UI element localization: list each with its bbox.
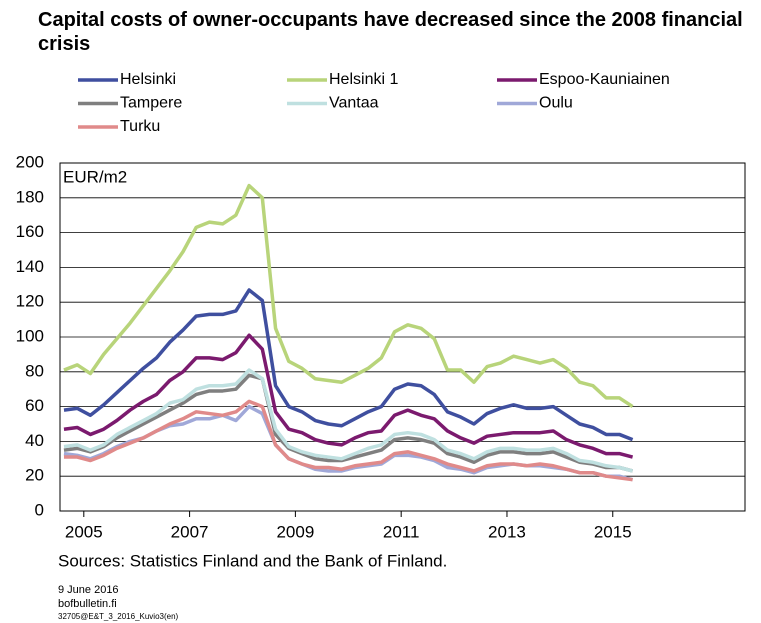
y-tick-label: 60 [25,396,44,415]
x-tick-label: 2013 [488,522,526,541]
y-tick-label: 120 [16,292,44,311]
y-tick-label: 0 [35,500,44,519]
x-tick-label: 2005 [65,522,103,541]
plot-frame [59,162,746,512]
series-line [63,368,634,473]
legend-label: Espoo-Kauniainen [539,71,670,88]
y-tick-label: 180 [16,187,44,206]
series-line [63,288,634,442]
x-tick-label: 2015 [594,522,632,541]
x-tick-label: 2009 [276,522,314,541]
x-tick-label: 2011 [383,522,420,541]
y-tick-label: 40 [25,431,44,450]
legend-label: Oulu [539,95,573,112]
y-tick-label: 160 [16,222,44,241]
y-tick-label: 100 [16,326,44,345]
y-tick-label: 200 [16,152,44,171]
series-line [63,399,633,482]
y-tick-label: 20 [25,466,44,485]
site: bofbulletin.fi [58,598,117,610]
date: 9 June 2016 [58,584,119,596]
legend-label: Vantaa [329,95,379,112]
legend-label: Helsinki 1 [329,71,398,88]
x-tick-label: 2007 [171,522,209,541]
legend-label: Tampere [120,95,182,112]
legend-label: Turku [120,118,160,135]
chart-title: Capital costs of owner-occupants have de… [38,9,743,55]
series-line [63,333,634,459]
series-line [63,373,634,473]
y-tick-label: 80 [25,361,44,380]
source: Sources: Statistics Finland and the Bank… [58,551,447,570]
legend-label: Helsinki [120,71,176,88]
series-line [63,183,634,409]
y-tick-label: 140 [16,257,44,276]
code: 32705@E&T_3_2016_Kuvio3(en) [58,612,179,621]
y-unit: EUR/m2 [63,167,127,186]
